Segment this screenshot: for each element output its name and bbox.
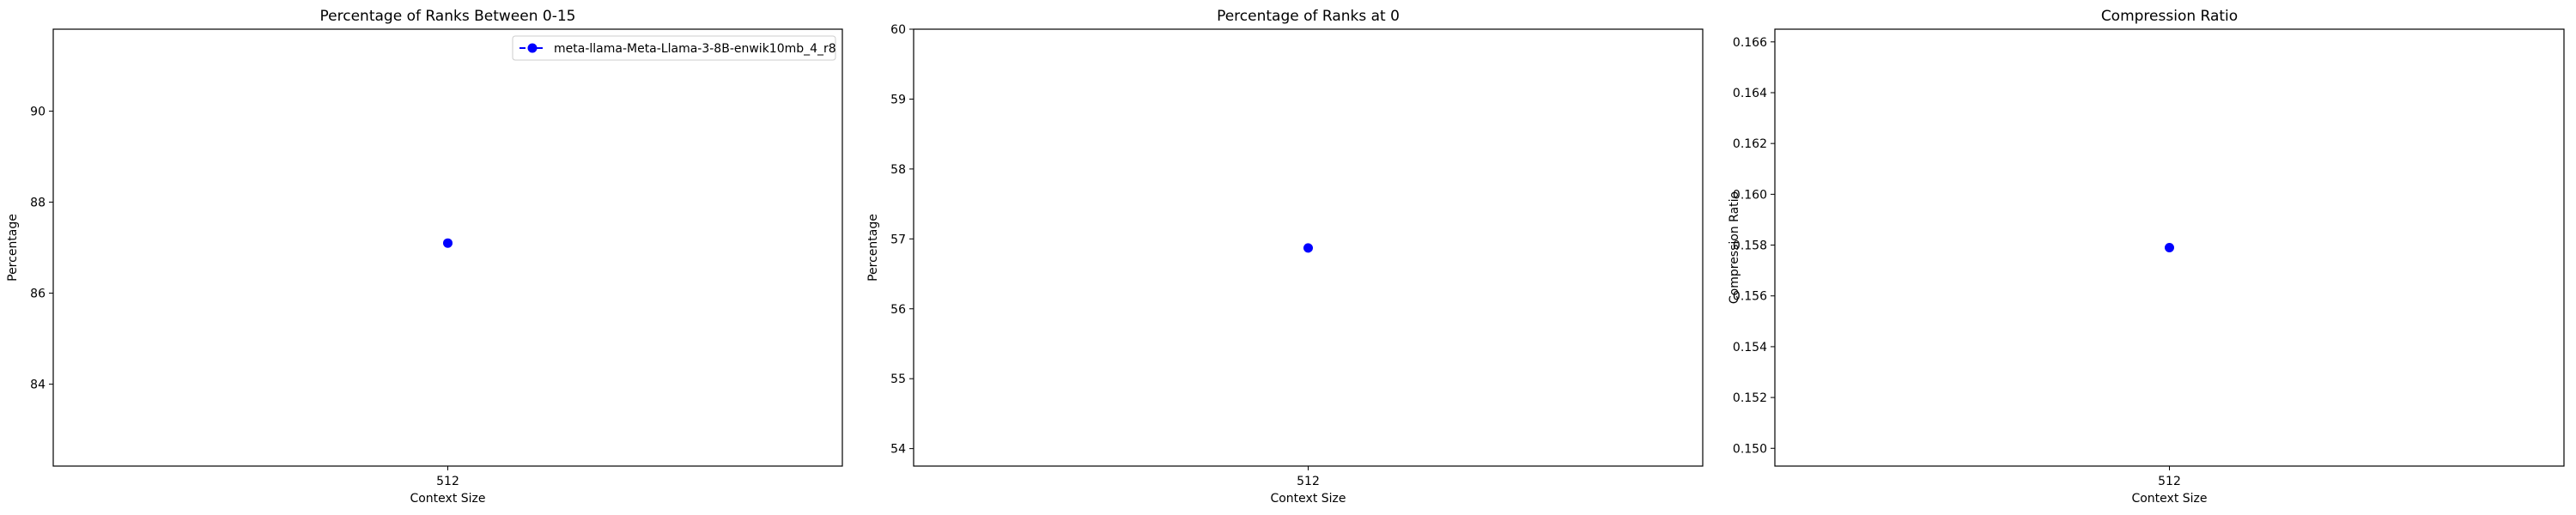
data-point — [443, 238, 453, 248]
y-tick-label: 57 — [890, 233, 906, 246]
y-axis-label: Compression Ratio — [1728, 191, 1741, 304]
y-tick-label: 0.150 — [1733, 442, 1767, 456]
y-tick-label: 0.154 — [1733, 341, 1767, 354]
chart-title: Compression Ratio — [2101, 8, 2238, 25]
y-tick-label: 60 — [890, 23, 906, 37]
chart-title: Percentage of Ranks Between 0-15 — [320, 8, 576, 25]
y-axis-label: Percentage — [866, 214, 880, 282]
y-tick-label: 58 — [890, 163, 906, 177]
y-tick-label: 84 — [30, 379, 46, 392]
y-tick-label: 0.160 — [1733, 188, 1767, 202]
y-tick-label: 59 — [890, 93, 906, 106]
y-tick-label: 86 — [30, 288, 46, 301]
chart-panel-2: Percentage of Ranks at 0 54 55 56 57 58 59 60 51… — [866, 8, 1704, 506]
y-tick-label: 54 — [890, 443, 906, 457]
chart-title: Percentage of Ranks at 0 — [1217, 8, 1400, 25]
legend: meta-llama-Meta-Llama-3-8B-enwik10mb_4_r… — [512, 35, 836, 61]
y-tick-label: 56 — [890, 303, 906, 317]
x-tick-label: 512 — [436, 475, 459, 488]
y-tick-label: 0.164 — [1733, 87, 1767, 100]
y-tick-label: 0.158 — [1733, 239, 1767, 253]
y-tick-label: 0.166 — [1733, 36, 1767, 50]
y-tick-label: 0.152 — [1733, 391, 1767, 405]
y-tick-label: 0.156 — [1733, 290, 1767, 304]
legend-box — [512, 35, 836, 61]
data-point — [2165, 243, 2174, 252]
legend-entry-label: meta-llama-Meta-Llama-3-8B-enwik10mb_4_r… — [554, 42, 836, 56]
y-tick-label: 90 — [30, 105, 46, 118]
chart-panel-3: Compression Ratio 0.150 0.152 0.154 0.156 0.1… — [1728, 8, 2565, 506]
x-tick-label: 512 — [1297, 475, 1320, 488]
y-tick-label: 88 — [30, 196, 46, 209]
chart-panel-1: Percentage of Ranks Between 0-15 84 86 88 90… — [6, 8, 843, 506]
legend-marker-swatch — [527, 43, 538, 53]
x-axis-label: Context Size — [1270, 492, 1346, 506]
data-point — [1303, 243, 1313, 253]
y-axis-label: Percentage — [6, 214, 20, 282]
x-axis-label: Context Size — [2131, 492, 2207, 506]
x-tick-label: 512 — [2158, 475, 2181, 488]
x-axis-label: Context Size — [410, 492, 485, 506]
y-tick-label: 0.162 — [1733, 137, 1767, 151]
y-tick-label: 55 — [890, 373, 906, 386]
